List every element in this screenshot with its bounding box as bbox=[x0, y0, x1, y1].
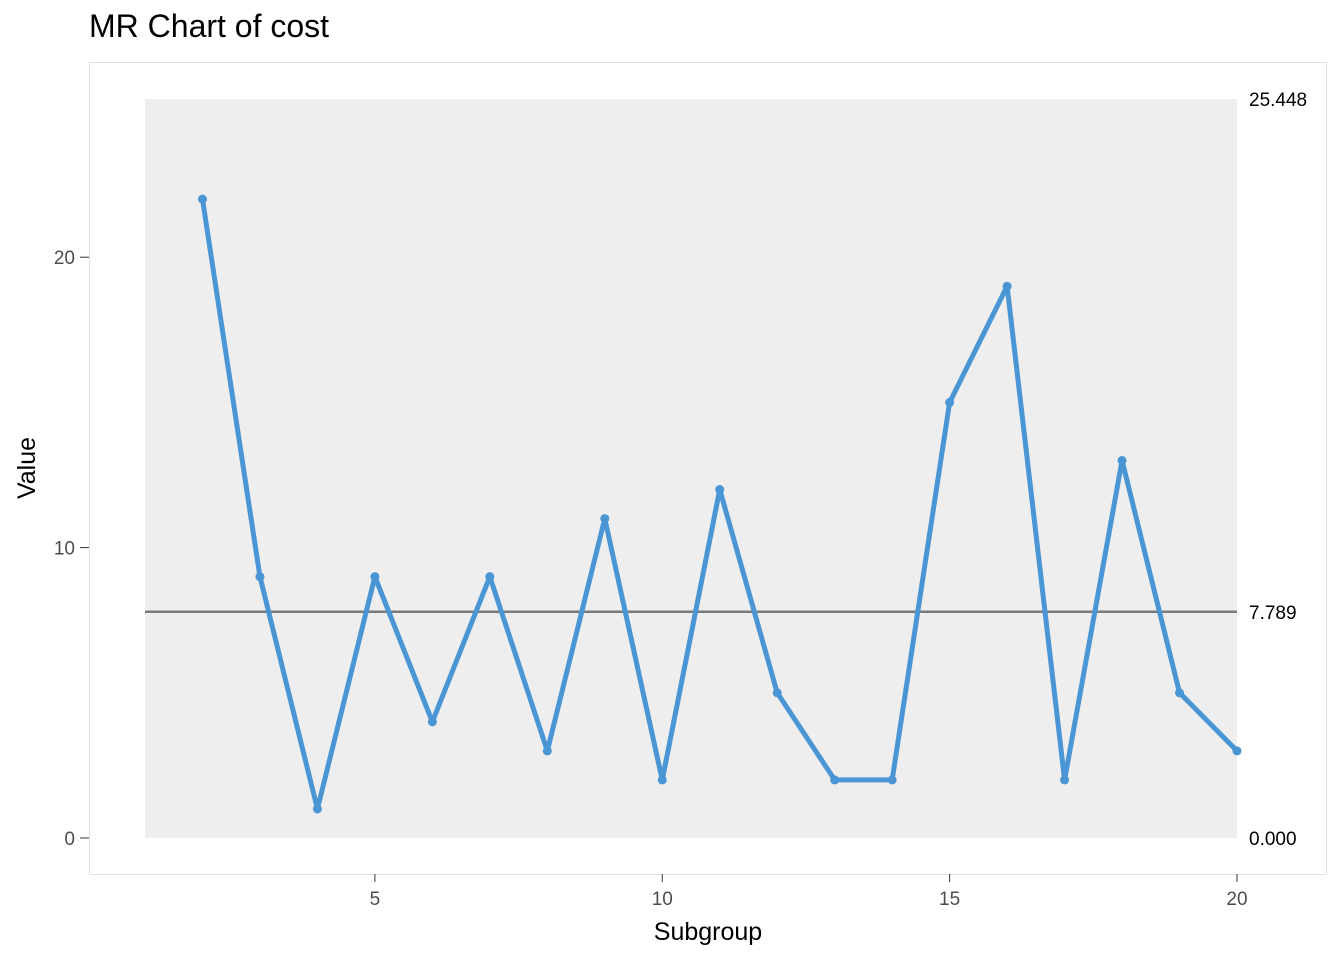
x-tick-label: 15 bbox=[939, 889, 960, 910]
data-point bbox=[427, 717, 437, 727]
data-point bbox=[542, 746, 552, 756]
y-axis: 0 10 20 bbox=[54, 248, 89, 850]
x-tick-label: 5 bbox=[370, 889, 381, 910]
center-line-label: 7.789 bbox=[1249, 603, 1297, 624]
series-moving-range bbox=[197, 194, 1242, 814]
data-point bbox=[1117, 455, 1127, 465]
y-tick-label: 0 bbox=[64, 829, 75, 850]
data-point bbox=[1232, 746, 1242, 756]
ucl-label: 25.448 bbox=[1249, 90, 1307, 111]
data-point bbox=[312, 804, 322, 814]
data-point bbox=[715, 485, 725, 495]
data-point bbox=[772, 688, 782, 698]
x-axis: 5 10 15 20 bbox=[370, 874, 1248, 910]
chart-title: MR Chart of cost bbox=[89, 8, 330, 44]
x-tick-label: 10 bbox=[652, 889, 673, 910]
data-point bbox=[600, 514, 610, 524]
data-point bbox=[255, 572, 265, 582]
data-point bbox=[945, 397, 955, 407]
data-point bbox=[830, 775, 840, 785]
data-point bbox=[485, 572, 495, 582]
y-tick-label: 20 bbox=[54, 248, 75, 269]
y-tick-label: 10 bbox=[54, 539, 75, 560]
plot-frame bbox=[89, 62, 1327, 875]
data-point bbox=[657, 775, 667, 785]
limit-labels: 25.448 7.789 0.000 bbox=[1249, 90, 1307, 850]
data-point bbox=[1002, 281, 1012, 291]
x-tick-label: 20 bbox=[1226, 889, 1247, 910]
lcl-label: 0.000 bbox=[1249, 829, 1297, 850]
data-point bbox=[370, 572, 380, 582]
x-axis-title: Subgroup bbox=[654, 918, 762, 946]
y-axis-title: Value bbox=[13, 437, 41, 499]
data-point bbox=[1060, 775, 1070, 785]
data-point bbox=[1175, 688, 1185, 698]
data-point bbox=[197, 194, 207, 204]
data-point bbox=[887, 775, 897, 785]
